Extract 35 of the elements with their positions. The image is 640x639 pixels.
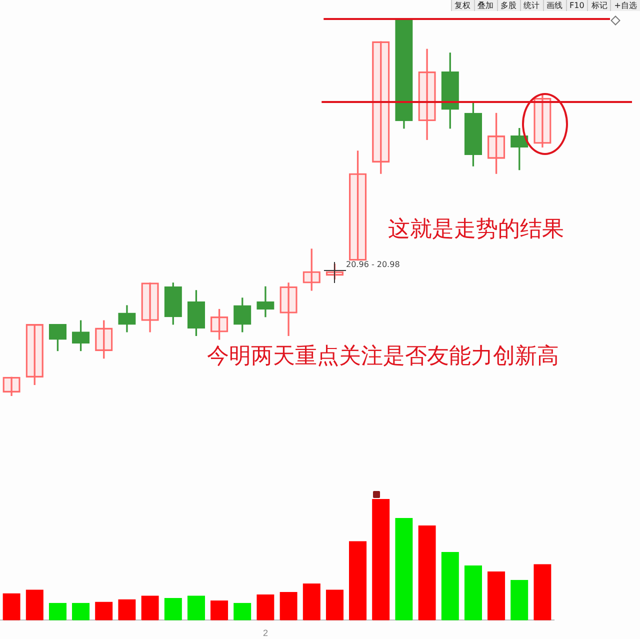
candlestick — [418, 48, 436, 140]
text: 统计 — [520, 0, 543, 11]
candlestick — [141, 282, 159, 332]
bar — [418, 525, 436, 620]
bar — [26, 590, 44, 620]
text: F10 — [566, 0, 588, 11]
bar — [2, 593, 20, 620]
bar — [395, 518, 413, 620]
annotation: 20.96 - 20.98 — [346, 260, 400, 269]
bar — [302, 584, 320, 620]
text: +自选 — [610, 0, 640, 11]
bar — [464, 565, 482, 620]
annotation: 这就是走势的结果 — [388, 216, 564, 244]
bar — [256, 594, 274, 620]
text: 标记 — [587, 0, 610, 11]
annotation: 今明两天重点关注是否友能力创新高 — [207, 343, 559, 371]
text: 复权 — [450, 0, 474, 11]
bar — [441, 552, 459, 620]
bar — [118, 599, 136, 620]
bar — [487, 571, 506, 620]
bar — [326, 590, 344, 620]
candlestick — [534, 94, 552, 148]
bar — [348, 541, 367, 620]
bar — [187, 596, 206, 620]
bar — [534, 564, 552, 620]
text: 多股 — [496, 0, 520, 11]
bar — [164, 598, 182, 620]
bar — [510, 580, 528, 620]
text: 叠加 — [474, 0, 497, 11]
candlestick — [280, 282, 298, 336]
bar — [141, 596, 159, 620]
bar — [372, 499, 390, 620]
text: 画线 — [542, 0, 566, 11]
x-tick-label: 2 — [262, 628, 268, 638]
bar — [280, 592, 298, 620]
